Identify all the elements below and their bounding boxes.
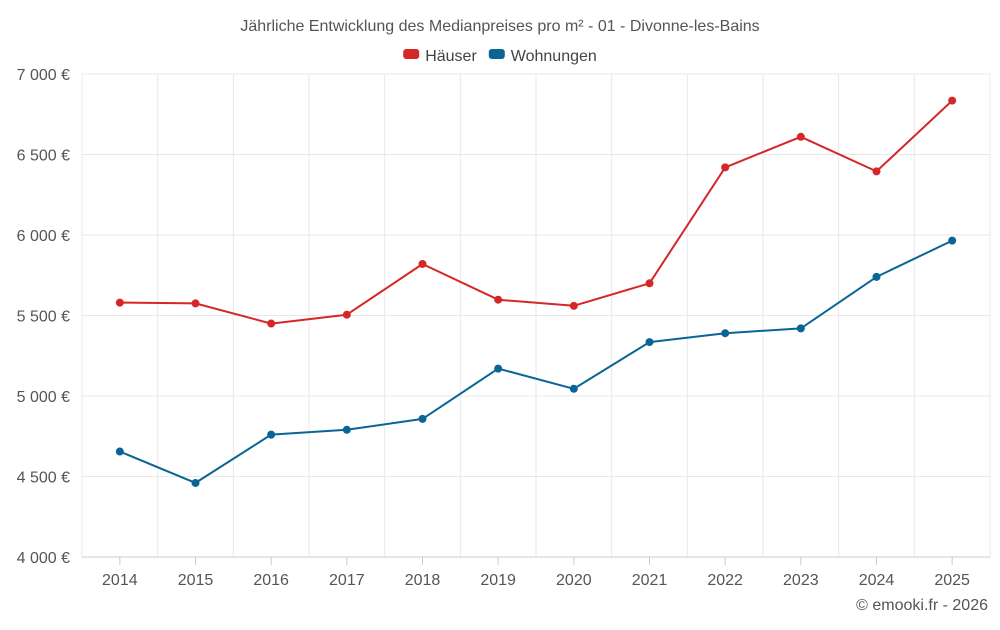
x-tick-label: 2016 (253, 572, 289, 589)
y-tick-label: 5 500 € (17, 309, 70, 326)
x-tick-label: 2022 (707, 572, 743, 589)
y-tick-label: 5 000 € (17, 389, 70, 406)
series-wohnungen-point[interactable] (342, 425, 351, 434)
series-haeuser-point[interactable] (418, 259, 427, 268)
legend-label: Häuser (425, 48, 477, 65)
x-tick-label: 2019 (480, 572, 516, 589)
y-tick-label: 6 500 € (17, 148, 70, 165)
series-haeuser-point[interactable] (645, 279, 654, 288)
legend-swatch (403, 49, 420, 59)
series-wohnungen-point[interactable] (267, 430, 276, 439)
legend: Häuser Wohnungen (403, 48, 597, 65)
series-wohnungen-line (119, 239, 953, 484)
series-haeuser-point[interactable] (948, 96, 957, 105)
x-tick-label: 2018 (405, 572, 441, 589)
series-haeuser-point[interactable] (721, 163, 730, 172)
series-wohnungen-point[interactable] (418, 414, 427, 423)
series-haeuser-point[interactable] (342, 310, 351, 319)
grid-lines (81, 73, 991, 557)
x-tick-label: 2017 (329, 572, 365, 589)
series-haeuser-point[interactable] (494, 295, 503, 304)
series-lines (115, 96, 957, 487)
series-wohnungen-point[interactable] (569, 384, 578, 393)
y-tick-label: 4 000 € (17, 550, 70, 567)
series-wohnungen-point[interactable] (645, 338, 654, 347)
series-wohnungen-point[interactable] (115, 447, 124, 456)
x-tick-label: 2024 (859, 572, 895, 589)
series-haeuser-point[interactable] (115, 298, 124, 307)
series-wohnungen-point[interactable] (191, 478, 200, 487)
chart-title: Jährliche Entwicklung des Medianpreises … (240, 18, 759, 35)
legend-label: Wohnungen (511, 48, 597, 65)
x-tick-label: 2021 (632, 572, 668, 589)
series-haeuser-line (119, 99, 953, 325)
legend-swatch (488, 49, 505, 59)
series-wohnungen-point[interactable] (872, 272, 881, 281)
series-haeuser-point[interactable] (191, 299, 200, 308)
y-tick-label: 6 000 € (17, 228, 70, 245)
y-tick-label: 4 500 € (17, 470, 70, 487)
y-tick-label: 7 000 € (17, 67, 70, 84)
series-wohnungen-point[interactable] (948, 236, 957, 245)
series-haeuser-point[interactable] (796, 132, 805, 141)
series-haeuser-point[interactable] (569, 301, 578, 310)
legend-item-haeuser[interactable]: Häuser (403, 48, 477, 65)
x-tick-label: 2020 (556, 572, 592, 589)
copyright-credit: © emooki.fr - 2026 (856, 597, 988, 614)
series-haeuser-point[interactable] (267, 319, 276, 328)
series-haeuser-point[interactable] (872, 167, 881, 176)
series-wohnungen-point[interactable] (494, 364, 503, 373)
x-tick-label: 2014 (102, 572, 138, 589)
legend-item-wohnungen[interactable]: Wohnungen (488, 48, 597, 65)
axes: 4 000 € 4 500 € 5 000 € 5 500 € 6 000 € 6 500… (17, 67, 990, 589)
x-tick-label: 2025 (934, 572, 970, 589)
series-wohnungen-point[interactable] (796, 324, 805, 333)
series-wohnungen-point[interactable] (721, 329, 730, 338)
x-tick-label: 2023 (783, 572, 819, 589)
x-tick-label: 2015 (178, 572, 214, 589)
